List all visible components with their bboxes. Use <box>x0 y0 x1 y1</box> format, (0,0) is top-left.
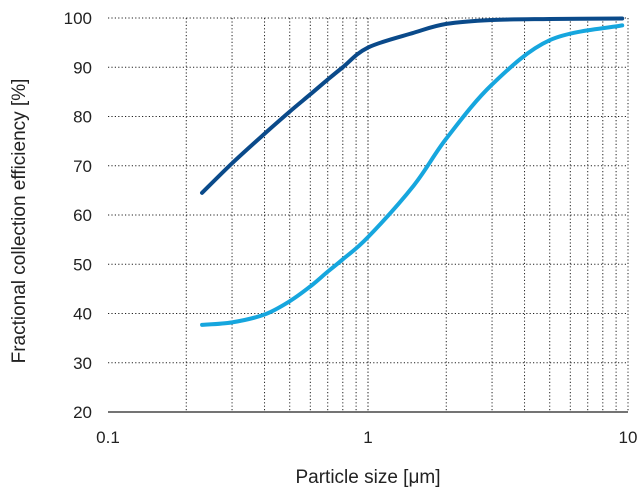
series-line-1 <box>200 16 625 195</box>
x-axis-title: Particle size [μm] <box>295 467 440 488</box>
y-tick-label: 100 <box>64 9 92 28</box>
y-axis-title: Fractional collection efficiency [%] <box>9 79 30 364</box>
y-tick-label: 30 <box>73 354 92 373</box>
y-tick-labels: 20 30 40 50 60 70 80 90 100 <box>64 9 92 422</box>
y-tick-label: 90 <box>73 58 92 77</box>
y-tick-label: 50 <box>73 255 92 274</box>
grid <box>108 17 629 412</box>
series-line-2 <box>200 23 625 327</box>
series <box>200 16 625 327</box>
y-tick-label: 40 <box>73 305 92 324</box>
y-tick-label: 80 <box>73 108 92 127</box>
x-tick-label: 1 <box>363 428 372 447</box>
x-tick-labels: 0.1 1 10 <box>96 428 637 447</box>
x-tick-label: 10 <box>619 428 638 447</box>
x-tick-label: 0.1 <box>96 428 120 447</box>
y-tick-label: 60 <box>73 206 92 225</box>
y-tick-label: 70 <box>73 157 92 176</box>
y-tick-label: 20 <box>73 403 92 422</box>
